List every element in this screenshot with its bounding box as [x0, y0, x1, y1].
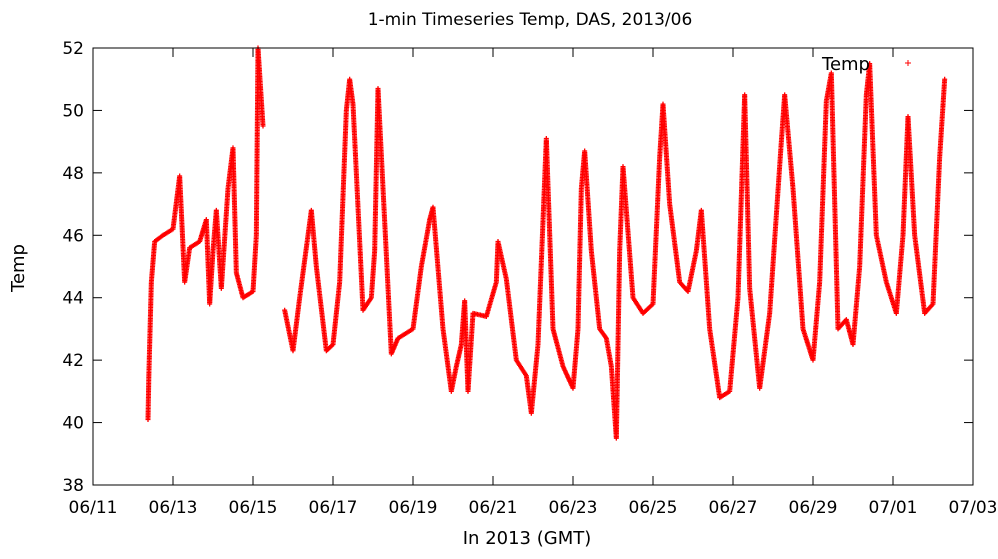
y-tick-label: 48 — [62, 164, 84, 184]
data-point-interp — [368, 296, 373, 302]
x-tick-label: 07/03 — [949, 498, 998, 518]
x-tick-label: 06/17 — [309, 498, 358, 518]
y-tick-label: 52 — [62, 39, 84, 59]
chart-title: 1-min Timeseries Temp, DAS, 2013/06 — [368, 10, 693, 30]
x-tick-label: 06/23 — [549, 498, 598, 518]
series-temp — [145, 45, 948, 441]
x-tick-label: 07/01 — [869, 498, 918, 518]
y-tick-label: 44 — [62, 289, 84, 309]
y-tick-label: 50 — [62, 101, 84, 121]
x-tick-label: 06/29 — [789, 498, 838, 518]
x-axis-ticks: 06/11 06/13 06/15 06/17 06/19 06/21 06/23 06/25… — [69, 48, 998, 518]
x-tick-label: 06/19 — [389, 498, 438, 518]
x-tick-label: 06/11 — [69, 498, 118, 518]
y-tick-label: 40 — [62, 414, 84, 434]
y-axis-ticks: 38 40 42 44 46 48 50 52 — [62, 39, 973, 496]
x-tick-label: 06/21 — [469, 498, 518, 518]
y-tick-label: 46 — [62, 226, 84, 246]
y-tick-label: 38 — [62, 476, 84, 496]
x-tick-label: 06/13 — [149, 498, 198, 518]
data-point-interp — [329, 343, 335, 349]
y-tick-label: 42 — [62, 351, 84, 371]
x-tick-label: 06/15 — [229, 498, 278, 518]
x-tick-label: 06/27 — [709, 498, 758, 518]
data-point-interp — [260, 121, 266, 127]
x-tick-label: 06/25 — [629, 498, 678, 518]
